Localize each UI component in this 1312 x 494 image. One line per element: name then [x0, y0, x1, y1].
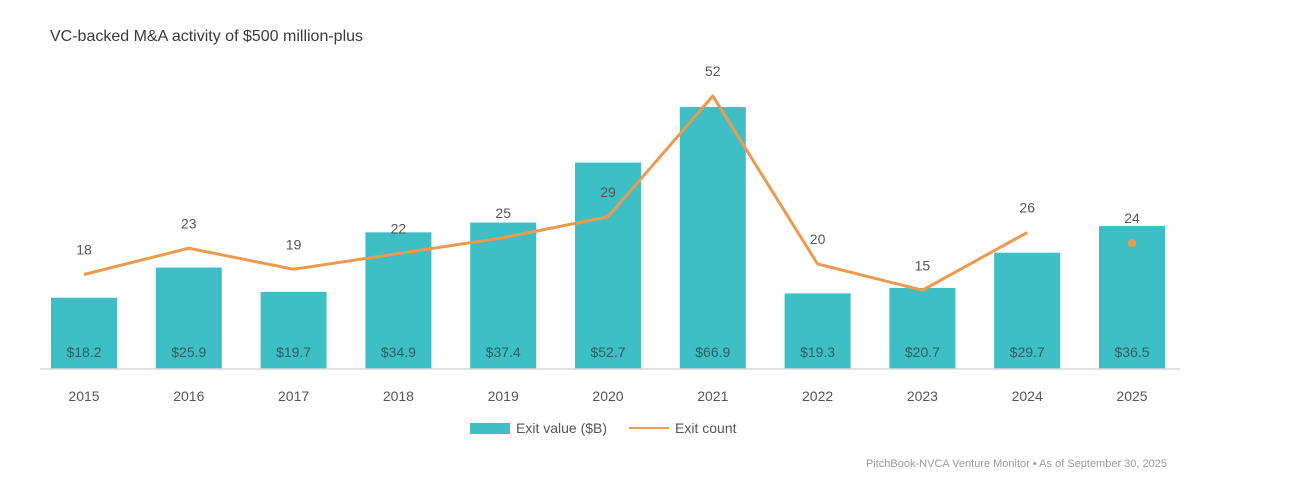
bar-value-label-2017: $19.7: [276, 344, 311, 360]
x-tick-label-2020: 2020: [592, 388, 623, 404]
bar-value-label-2022: $19.3: [800, 344, 835, 360]
bar-value-label-2020: $52.7: [590, 344, 625, 360]
legend-bar-label: Exit value ($B): [516, 420, 608, 436]
x-tick-label-2025: 2025: [1116, 388, 1147, 404]
bar-2025: [1099, 226, 1165, 369]
source-note: PitchBook-NVCA Venture Monitor • As of S…: [865, 458, 1167, 470]
legend: Exit value ($B) Exit count: [470, 420, 737, 436]
bar-value-label-2024: $29.7: [1010, 344, 1045, 360]
legend-line-label: Exit count: [675, 420, 737, 436]
bar-2015: [51, 297, 117, 369]
line-value-label-2018: 22: [391, 221, 407, 237]
bar-2016: [155, 267, 222, 369]
line-value-label-2025: 24: [1124, 210, 1140, 226]
line-value-label-2021: 52: [705, 63, 721, 79]
x-tick-label-2023: 2023: [907, 388, 938, 404]
line-value-label-2020: 29: [600, 184, 616, 200]
bar-2020: [575, 162, 641, 369]
bar-2023: [889, 287, 956, 369]
bar-value-label-2019: $37.4: [486, 344, 521, 360]
line-value-label-2024: 26: [1019, 200, 1035, 216]
bar-2021: [679, 107, 746, 369]
bar-value-label-2016: $25.9: [171, 344, 206, 360]
line-value-label-2022: 20: [810, 231, 826, 247]
x-tick-label-2022: 2022: [802, 388, 833, 404]
x-tick-label-2017: 2017: [278, 388, 309, 404]
bar-2019: [470, 222, 537, 369]
line-value-label-2019: 25: [495, 205, 511, 221]
x-tick-label-2021: 2021: [697, 388, 728, 404]
x-tick-label-2024: 2024: [1012, 388, 1043, 404]
bar-value-label-2025: $36.5: [1114, 344, 1149, 360]
exit-count-line: [83, 94, 1028, 292]
line-value-label-2016: 23: [181, 215, 197, 231]
chart-title: VC-backed M&A activity of $500 million-p…: [50, 28, 364, 45]
bar-value-label-2021: $66.9: [695, 344, 730, 360]
bar-value-label-2023: $20.7: [905, 344, 940, 360]
bar-2017: [260, 291, 327, 369]
line-value-label-2017: 19: [286, 236, 302, 252]
x-tick-label-2015: 2015: [68, 388, 99, 404]
x-tick-label-2018: 2018: [383, 388, 414, 404]
legend-line-swatch: [629, 427, 670, 429]
line-value-label-2023: 15: [915, 257, 931, 273]
bar-value-label-2018: $34.9: [381, 344, 416, 360]
bar-2024: [994, 252, 1061, 369]
bar-2018: [365, 232, 432, 369]
line-point-2025: [1128, 239, 1136, 247]
bar-value-label-2015: $18.2: [66, 344, 101, 360]
bar-2022: [784, 293, 851, 369]
x-tick-label-2016: 2016: [173, 388, 204, 404]
line-value-label-2015: 18: [76, 242, 92, 258]
legend-bar-swatch: [470, 422, 510, 434]
x-tick-label-2019: 2019: [488, 388, 519, 404]
